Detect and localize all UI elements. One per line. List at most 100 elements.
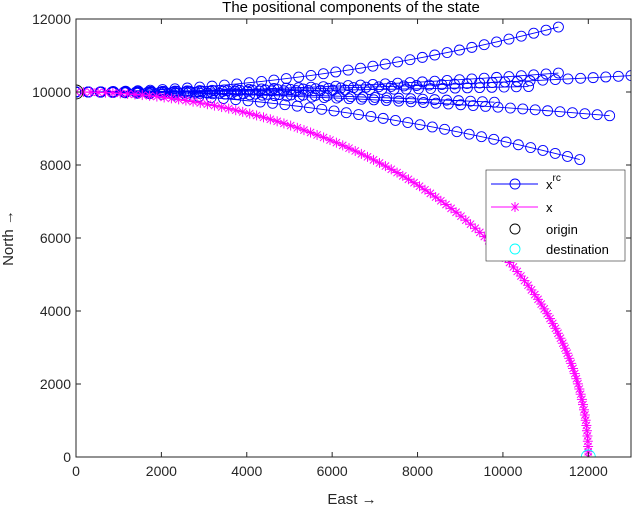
series-xrc-point — [537, 74, 549, 86]
star-d2 — [217, 103, 226, 112]
series-x-point — [188, 96, 199, 107]
series-xrc-point — [317, 68, 329, 80]
star-d2 — [575, 385, 584, 393]
series-xrc-point — [528, 27, 540, 39]
series-xrc-point — [306, 91, 318, 103]
chart-title: The positional components of the state — [222, 0, 480, 16]
series-xrc-point — [486, 81, 498, 93]
series-x-point — [265, 114, 276, 125]
series-x — [76, 87, 594, 457]
star-d2 — [94, 88, 103, 97]
series-xrc-point — [261, 88, 273, 100]
series-xrc-point — [168, 89, 180, 101]
series-x-point — [278, 118, 289, 129]
series-x-point — [386, 164, 397, 175]
series-x-point — [237, 106, 248, 117]
series-xrc-point — [367, 60, 379, 72]
legend-label: origin — [546, 222, 578, 237]
star-d2 — [259, 113, 268, 122]
series-xrc-point — [554, 106, 566, 118]
series-xrc-point — [317, 81, 329, 93]
star-d2 — [563, 349, 572, 358]
series-x-point — [292, 122, 303, 133]
series-xrc-point — [343, 93, 355, 105]
series-x-point — [414, 181, 425, 192]
legend-item: x — [491, 200, 553, 215]
star-d2 — [554, 329, 562, 338]
series-xrc-point — [392, 56, 404, 68]
series-xrc-point — [365, 110, 377, 122]
legend-box — [485, 169, 626, 262]
star-d2 — [520, 276, 529, 285]
star-d2 — [567, 359, 576, 368]
series-xrc-point — [441, 47, 453, 58]
legend-item: origin — [509, 222, 578, 237]
series-xrc-point — [510, 81, 522, 93]
x-tick-label: 6000 — [317, 463, 348, 479]
star-d2 — [306, 128, 315, 137]
series-xrc-point — [525, 142, 537, 154]
star-d2 — [203, 100, 212, 109]
y-tick-label: 0 — [63, 449, 71, 465]
series-x-point — [545, 313, 556, 324]
series-x-point — [202, 99, 213, 110]
series-xrc-point — [562, 73, 574, 85]
series-xrc-point — [379, 58, 391, 70]
star-d2 — [245, 109, 254, 118]
series-xrc-point — [488, 133, 500, 145]
star-d2 — [513, 267, 522, 276]
series-xrc-point — [425, 83, 437, 95]
star-d2 — [181, 96, 190, 105]
series-xrc-point — [229, 85, 241, 97]
series-xrc-point — [400, 83, 412, 95]
series-xrc-point — [523, 81, 534, 92]
series-xrc-point — [503, 33, 515, 45]
series-xrc-point — [231, 78, 243, 90]
series-xrc-point — [515, 70, 527, 82]
y-tick-label: 2000 — [40, 376, 71, 392]
series-xrc-point — [304, 102, 315, 114]
star-d2 — [436, 196, 445, 205]
series-xrc-point — [328, 105, 340, 117]
series-x-point — [151, 91, 162, 102]
series-x-point — [529, 289, 540, 300]
series-x-point — [569, 368, 580, 379]
series-xrc-point — [515, 30, 527, 42]
star-d2 — [471, 224, 480, 233]
star-d2 — [238, 107, 247, 116]
series-xrc-point — [492, 101, 504, 113]
series-xrc-point — [305, 69, 317, 81]
legend-marker — [509, 178, 521, 190]
series-xrc-point — [244, 89, 256, 101]
star-d2 — [442, 200, 450, 209]
series-xrc-point — [449, 82, 461, 94]
series-x-point — [403, 174, 414, 185]
legend-label: x — [546, 200, 553, 215]
star-d2 — [86, 88, 95, 97]
star-d2 — [421, 185, 429, 194]
series-x-point — [523, 280, 534, 291]
series-x-point — [159, 92, 170, 103]
series-x-point — [272, 116, 283, 127]
y-tick-label: 6000 — [40, 230, 71, 246]
series-xrc-point — [345, 91, 357, 103]
star-d2 — [224, 104, 233, 113]
series-xrc-point — [512, 139, 524, 151]
series-x-point — [446, 203, 457, 214]
series-x-point — [258, 112, 269, 123]
legend-superscript: rc — [553, 173, 561, 184]
series-xrc-point — [529, 104, 541, 116]
series-x-point — [575, 389, 586, 400]
series-xrc-point — [377, 112, 389, 124]
series-x-point — [580, 415, 591, 426]
series-xrc-point — [517, 103, 529, 115]
star-d2 — [415, 182, 424, 191]
series-x-point — [455, 211, 466, 222]
series-xrc-point — [604, 110, 616, 122]
series-xrc-point — [355, 93, 367, 105]
series-xrc-point — [268, 74, 280, 86]
series-xrc-point — [225, 88, 237, 100]
star-d2 — [266, 115, 275, 124]
series-xrc-point — [254, 96, 266, 108]
